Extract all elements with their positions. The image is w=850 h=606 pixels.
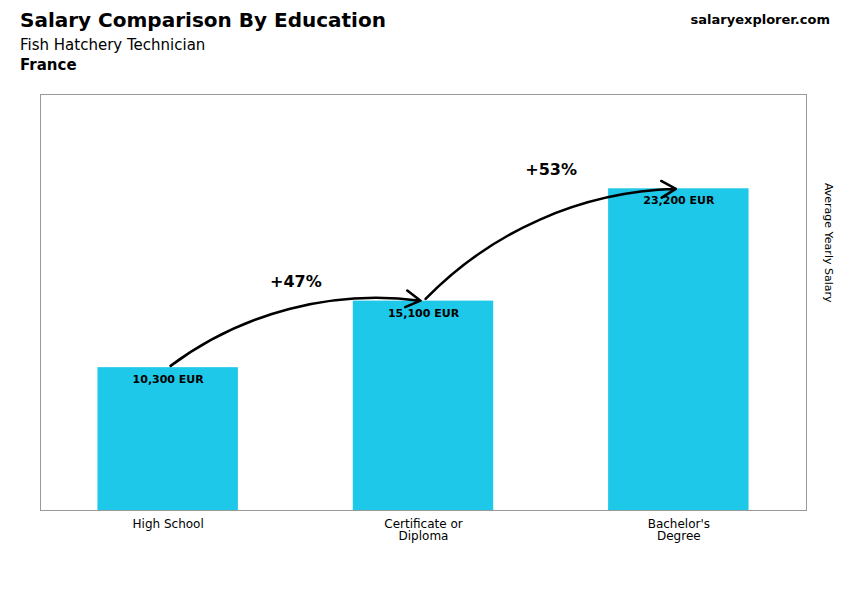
html-text:salaryexplorer.com: salaryexplorer.com (690, 12, 830, 27)
html-text:Salary Comparison By Education: Salary Comparison By Education (20, 8, 386, 32)
svg-text:15,100 EUR: 15,100 EUR (388, 307, 460, 320)
svg-text:10,300 EUR: 10,300 EUR (133, 373, 205, 386)
svg-text:Bachelor'sDegree: Bachelor'sDegree (648, 517, 710, 543)
html-text:France: France (20, 56, 77, 74)
svg-text:Certificate orDiploma: Certificate orDiploma (384, 517, 462, 543)
svg-text:Average Yearly Salary: Average Yearly Salary (822, 183, 835, 303)
svg-text:23,200 EUR: 23,200 EUR (643, 194, 715, 207)
svg-text:High School: High School (133, 517, 204, 531)
svg-text:+53%: +53% (525, 160, 577, 179)
html-text:Fish Hatchery Technician: Fish Hatchery Technician (20, 36, 206, 54)
svg-text:+47%: +47% (270, 272, 322, 291)
